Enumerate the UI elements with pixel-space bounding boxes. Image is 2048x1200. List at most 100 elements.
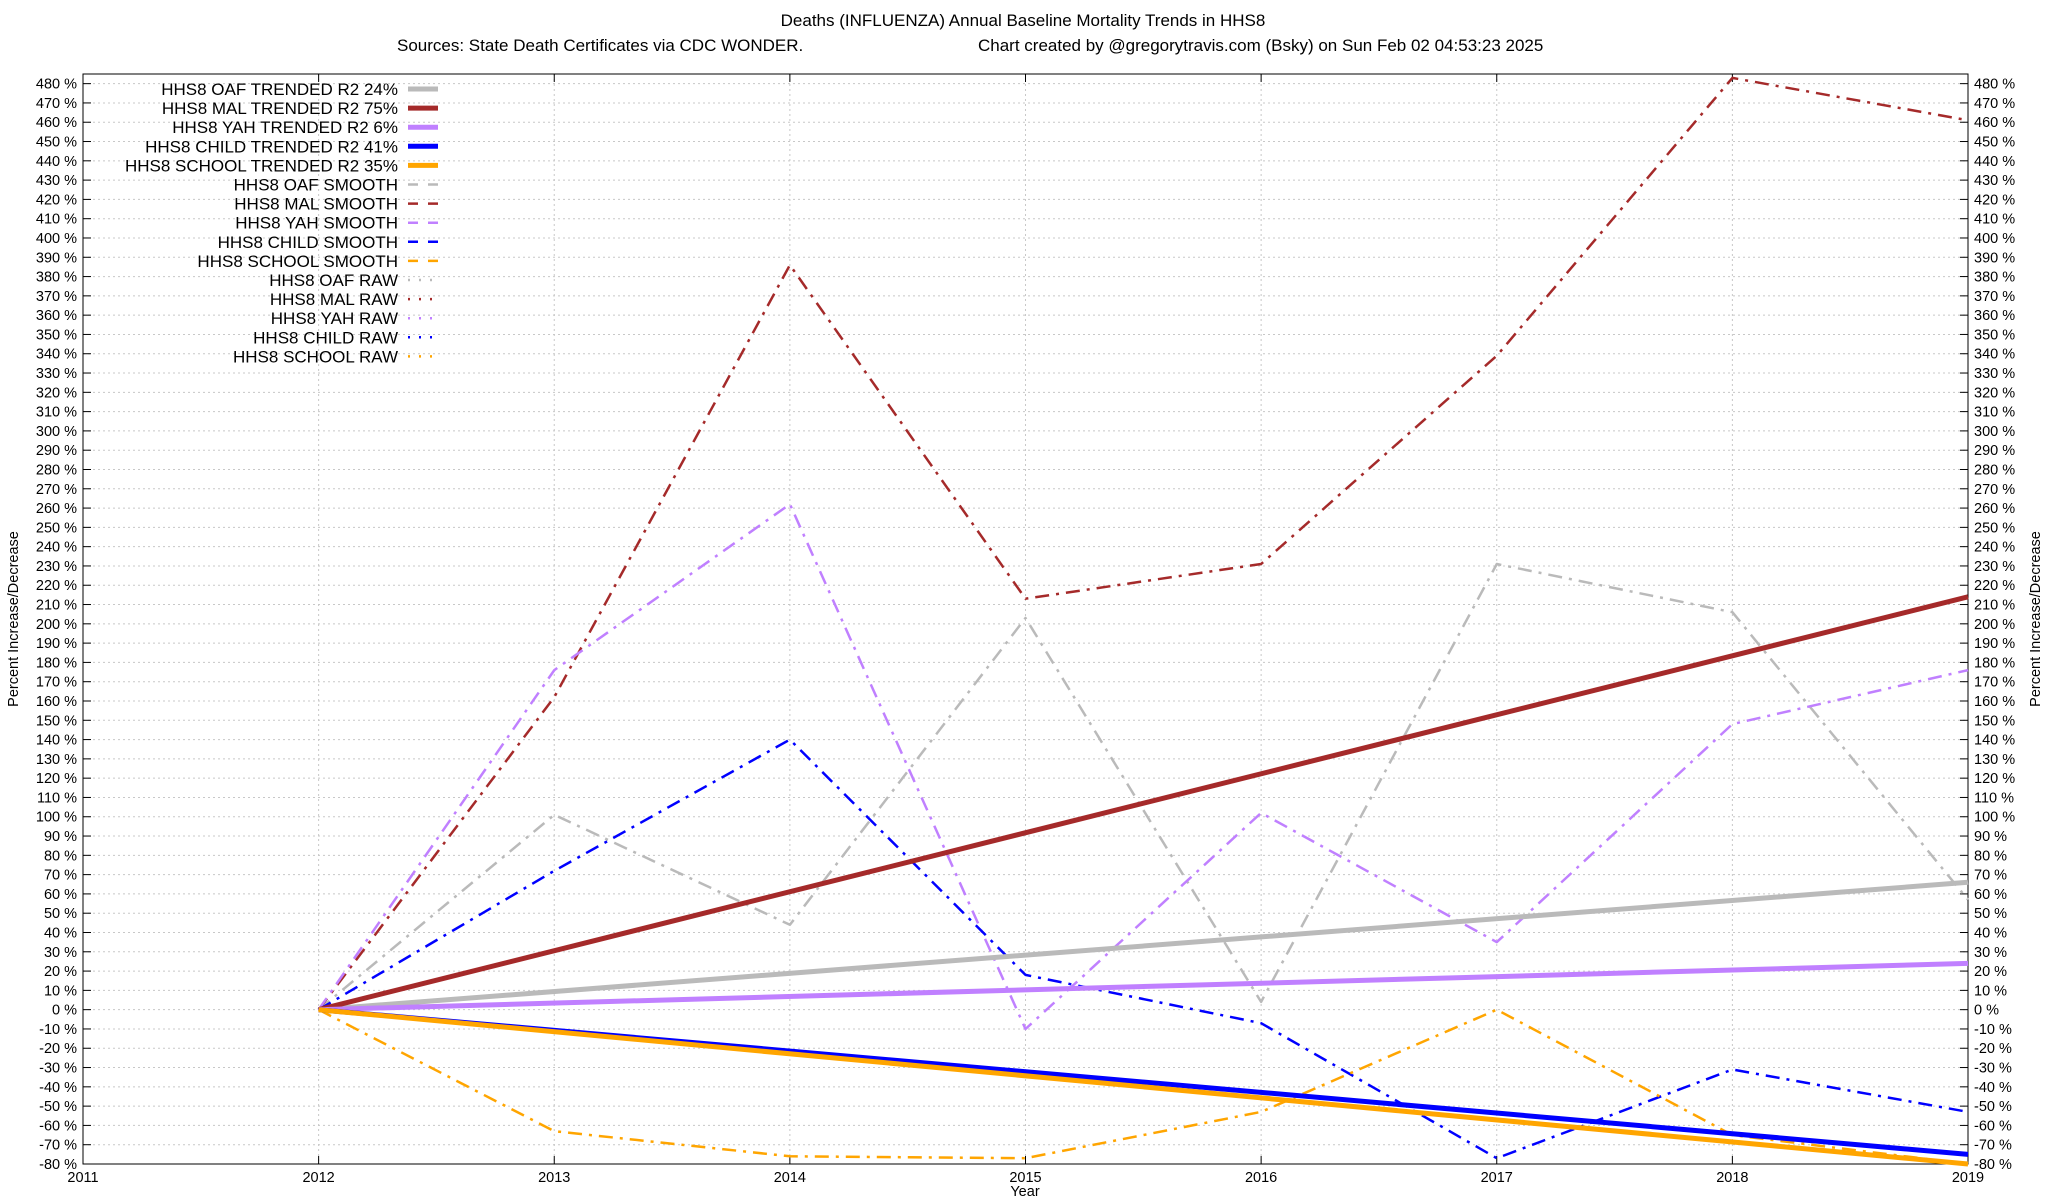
y-tick-label: 420 % [36, 192, 77, 208]
y-tick-label: 260 % [36, 501, 77, 517]
y2-tick-label: 460 % [1974, 115, 2015, 131]
series-line-hhs8-yah-smooth [317, 502, 1969, 1031]
y2-tick-label: -80 % [1974, 1157, 2012, 1173]
y2-tick-label: 440 % [1974, 154, 2015, 170]
y-tick-label: 10 % [44, 983, 77, 999]
y2-tick-label: 310 % [1974, 405, 2015, 421]
y-tick-label: 270 % [36, 482, 77, 498]
x-tick-label: 2016 [1245, 1170, 1277, 1186]
y-tick-label: 280 % [36, 462, 77, 478]
y-tick-label: 330 % [36, 366, 77, 382]
y-tick-label: 400 % [36, 231, 77, 247]
legend-label: HHS8 SCHOOL RAW [233, 347, 398, 366]
y-tick-label: 80 % [44, 848, 77, 864]
y-tick-label: 430 % [36, 173, 77, 189]
y-tick-label: 40 % [44, 925, 77, 941]
y2-tick-label: 450 % [1974, 135, 2015, 151]
series-line-hhs8-yah-trended-r2-6 [318, 960, 1969, 1013]
axis-ticks: 2011 2012 2013 2014 2015 2016 2017 2018 2019-80 … [36, 74, 2015, 1186]
y2-tick-label: 30 % [1974, 945, 2007, 961]
y2-tick-label: 270 % [1974, 482, 2015, 498]
y-tick-label: 0 % [52, 1003, 77, 1019]
y2-tick-label: 360 % [1974, 308, 2015, 324]
y2-tick-label: 350 % [1974, 327, 2015, 343]
y-tick-label: 90 % [44, 829, 77, 845]
y-tick-label: -10 % [39, 1022, 77, 1038]
series-line-hhs8-mal-trended-r2-75 [317, 594, 1969, 1013]
y2-tick-label: -50 % [1974, 1099, 2012, 1115]
y-tick-label: 390 % [36, 250, 77, 266]
y-tick-label: 470 % [36, 96, 77, 112]
x-tick-label: 2013 [538, 1170, 570, 1186]
y-tick-label: 170 % [36, 675, 77, 691]
y2-tick-label: 10 % [1974, 983, 2007, 999]
y2-tick-label: 420 % [1974, 192, 2015, 208]
y-tick-label: 60 % [44, 887, 77, 903]
legend: HHS8 OAF TRENDED R2 24%HHS8 MAL TRENDED … [125, 80, 438, 366]
legend-label: HHS8 SCHOOL TRENDED R2 35% [125, 156, 398, 175]
series-line-hhs8-school-smooth [318, 1008, 1969, 1166]
y-tick-label: -20 % [39, 1041, 77, 1057]
y2-tick-label: 110 % [1974, 790, 2014, 806]
y2-tick-label: 480 % [1974, 77, 2015, 93]
legend-label: HHS8 YAH TRENDED R2 6% [172, 118, 398, 137]
y-tick-label: 120 % [36, 771, 77, 787]
y2-tick-label: 40 % [1974, 925, 2007, 941]
series-lines [317, 76, 1969, 1167]
legend-label: HHS8 OAF TRENDED R2 24% [161, 80, 398, 99]
legend-label: HHS8 CHILD RAW [253, 328, 398, 347]
y2-tick-label: 410 % [1974, 212, 2015, 228]
y2-tick-label: -30 % [1974, 1061, 2012, 1077]
series-line-hhs8-mal-smooth [317, 76, 1969, 1011]
y2-tick-label: 280 % [1974, 462, 2015, 478]
y-tick-label: -50 % [39, 1099, 77, 1115]
y2-tick-label: 150 % [1974, 713, 2015, 729]
series-line-hhs8-oaf-smooth [317, 562, 1969, 1011]
legend-label: HHS8 MAL TRENDED R2 75% [162, 99, 398, 118]
y2-tick-label: 290 % [1974, 443, 2015, 459]
y-tick-label: 440 % [36, 154, 77, 170]
y2-tick-label: 320 % [1974, 385, 2015, 401]
legend-label: HHS8 MAL SMOOTH [234, 195, 398, 214]
x-tick-label: 2017 [1481, 1170, 1513, 1186]
y-tick-label: 200 % [36, 617, 77, 633]
y2-tick-label: -10 % [1974, 1022, 2012, 1038]
y-tick-label: 130 % [36, 752, 77, 768]
y-tick-label: 240 % [36, 540, 77, 556]
y-axis-label: Percent Increase/Decrease [6, 531, 22, 707]
series-line-hhs8-oaf-trended-r2-24 [318, 879, 1969, 1013]
y2-tick-label: 430 % [1974, 173, 2015, 189]
y-tick-label: 290 % [36, 443, 77, 459]
y2-tick-label: 300 % [1974, 424, 2015, 440]
y-tick-label: 460 % [36, 115, 77, 131]
y-tick-label: 190 % [36, 636, 77, 652]
y2-tick-label: 230 % [1974, 559, 2015, 575]
y-tick-label: 480 % [36, 77, 77, 93]
y2-tick-label: 50 % [1974, 906, 2007, 922]
y2-tick-label: 200 % [1974, 617, 2015, 633]
x-tick-label: 2015 [1009, 1170, 1041, 1186]
y-tick-label: -40 % [39, 1080, 77, 1096]
y-tick-label: 110 % [37, 790, 77, 806]
y2-tick-label: 90 % [1974, 829, 2007, 845]
legend-label: HHS8 CHILD TRENDED R2 41% [145, 137, 398, 156]
y-tick-label: 160 % [36, 694, 77, 710]
x-tick-label: 2018 [1716, 1170, 1748, 1186]
y2-tick-label: 400 % [1974, 231, 2015, 247]
chart-subtitle-source: Sources: State Death Certificates via CD… [397, 36, 803, 55]
y-tick-label: -80 % [39, 1157, 77, 1173]
y-tick-label: 450 % [36, 135, 77, 151]
series-line-hhs8-child-smooth [317, 738, 1969, 1160]
y2-tick-label: 130 % [1974, 752, 2015, 768]
y-tick-label: 300 % [36, 424, 77, 440]
y-tick-label: 360 % [36, 308, 77, 324]
y-tick-label: 340 % [36, 347, 77, 363]
y2-tick-label: 470 % [1974, 96, 2015, 112]
y-tick-label: 310 % [36, 405, 77, 421]
y2-tick-label: 80 % [1974, 848, 2007, 864]
y2-tick-label: 170 % [1974, 675, 2015, 691]
y2-tick-label: 260 % [1974, 501, 2015, 517]
y-tick-label: 50 % [44, 906, 77, 922]
y2-tick-label: 0 % [1974, 1003, 1999, 1019]
